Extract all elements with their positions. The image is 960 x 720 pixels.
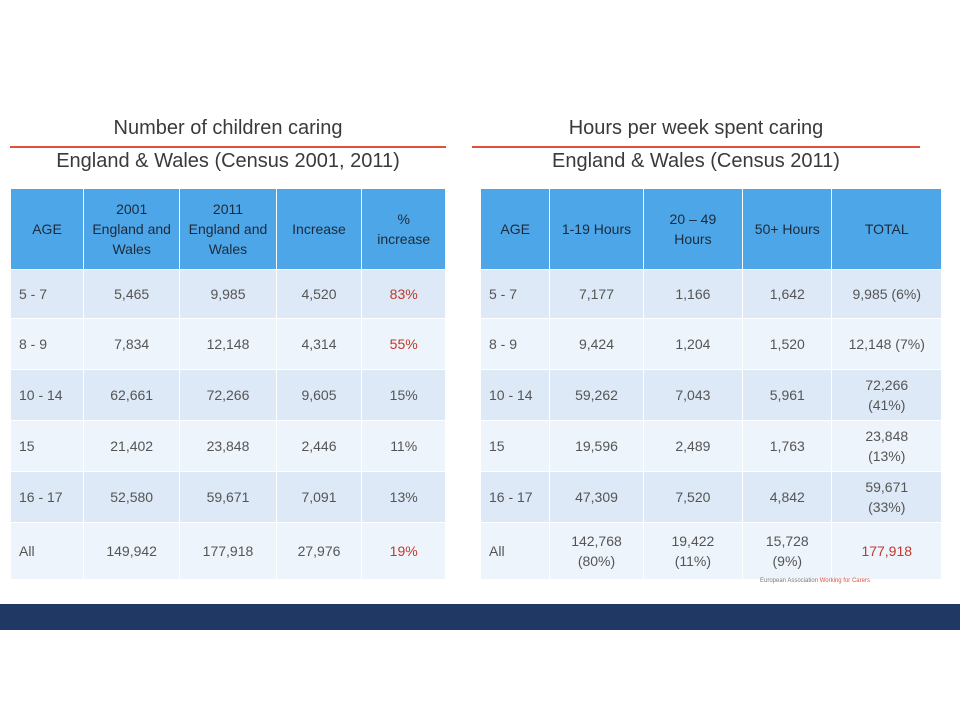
value-cell: 7,520 bbox=[642, 471, 744, 523]
value-cell: 21,402 bbox=[83, 420, 181, 472]
value-cell: 7,177 bbox=[549, 269, 644, 319]
table-row: 15 19,596 2,489 1,763 23,848 (13%) bbox=[479, 420, 942, 472]
value-cell: 23,848 (13%) bbox=[831, 420, 942, 472]
value-cell: 4,842 bbox=[742, 471, 833, 523]
left-title-line2: England & Wales (Census 2001, 2011) bbox=[56, 150, 400, 172]
column-header: 20 – 49 Hours bbox=[642, 188, 744, 270]
value-cell: 19,422 (11%) bbox=[642, 522, 744, 580]
age-cell: 16 - 17 bbox=[479, 471, 551, 523]
age-cell: 8 - 9 bbox=[479, 318, 551, 370]
value-cell: 15,728 (9%) bbox=[742, 522, 833, 580]
value-cell: 177,918 bbox=[179, 522, 277, 580]
age-cell: 5 - 7 bbox=[9, 269, 85, 319]
age-cell: 10 - 14 bbox=[479, 369, 551, 421]
value-cell: 2,489 bbox=[642, 420, 744, 472]
hours-caring-table: AGE 1-19 Hours 20 – 49 Hours 50+ Hours TOTAL … bbox=[479, 188, 942, 580]
value-cell: 55% bbox=[361, 318, 446, 370]
value-cell: 5,961 bbox=[742, 369, 833, 421]
value-cell: 4,520 bbox=[275, 269, 363, 319]
value-cell: 1,520 bbox=[742, 318, 833, 370]
value-cell: 62,661 bbox=[83, 369, 181, 421]
value-cell: 149,942 bbox=[83, 522, 181, 580]
value-cell: 52,580 bbox=[83, 471, 181, 523]
table-row: 5 - 7 7,177 1,166 1,642 9,985 (6%) bbox=[479, 269, 942, 319]
table-row: 16 - 17 52,580 59,671 7,091 13% bbox=[9, 471, 446, 523]
logo-text: European Association bbox=[760, 578, 819, 584]
column-header: AGE bbox=[9, 188, 85, 270]
left-title-line1: Number of children caring bbox=[113, 117, 343, 139]
value-cell: 9,985 bbox=[179, 269, 277, 319]
value-cell: 4,314 bbox=[275, 318, 363, 370]
value-cell: 5,465 bbox=[83, 269, 181, 319]
right-title-line2: England & Wales (Census 2011) bbox=[552, 150, 840, 172]
value-cell: 7,834 bbox=[83, 318, 181, 370]
value-cell: 9,424 bbox=[549, 318, 644, 370]
right-title: Hours per week spent caring England & Wa… bbox=[472, 112, 920, 178]
value-cell: 59,262 bbox=[549, 369, 644, 421]
value-cell: 7,091 bbox=[275, 471, 363, 523]
value-cell: 1,204 bbox=[642, 318, 744, 370]
value-cell: 2,446 bbox=[275, 420, 363, 472]
table-row: All 142,768 (80%) 19,422 (11%) 15,728 (9%) 177,… bbox=[479, 522, 942, 580]
left-title-rule bbox=[10, 146, 446, 148]
value-cell: 1,763 bbox=[742, 420, 833, 472]
right-title-line1: Hours per week spent caring bbox=[568, 117, 824, 139]
table-row: 8 - 9 9,424 1,204 1,520 12,148 (7%) bbox=[479, 318, 942, 370]
value-cell: 72,266 (41%) bbox=[831, 369, 942, 421]
column-header: TOTAL bbox=[831, 188, 942, 270]
value-cell: 27,976 bbox=[275, 522, 363, 580]
table-row: 15 21,402 23,848 2,446 11% bbox=[9, 420, 446, 472]
table-header-row: AGE 1-19 Hours 20 – 49 Hours 50+ Hours TOTAL bbox=[479, 188, 942, 270]
column-header: 50+ Hours bbox=[742, 188, 833, 270]
children-caring-table: AGE 2001 England and Wales 2011 England and Wa… bbox=[9, 188, 446, 580]
column-header: 1-19 Hours bbox=[549, 188, 644, 270]
table-row: 10 - 14 62,661 72,266 9,605 15% bbox=[9, 369, 446, 421]
table-row: All 149,942 177,918 27,976 19% bbox=[9, 522, 446, 580]
value-cell: 13% bbox=[361, 471, 446, 523]
value-cell: 59,671 (33%) bbox=[831, 471, 942, 523]
age-cell: 15 bbox=[9, 420, 85, 472]
value-cell: 142,768 (80%) bbox=[549, 522, 644, 580]
age-cell: All bbox=[9, 522, 85, 580]
footer-bar bbox=[0, 604, 960, 630]
value-cell: 19% bbox=[361, 522, 446, 580]
value-cell: 12,148 (7%) bbox=[831, 318, 942, 370]
value-cell: 9,985 (6%) bbox=[831, 269, 942, 319]
value-cell: 7,043 bbox=[642, 369, 744, 421]
age-cell: 10 - 14 bbox=[9, 369, 85, 421]
age-cell: 15 bbox=[479, 420, 551, 472]
value-cell: 15% bbox=[361, 369, 446, 421]
value-cell: 72,266 bbox=[179, 369, 277, 421]
value-cell: 19,596 bbox=[549, 420, 644, 472]
table-row: 8 - 9 7,834 12,148 4,314 55% bbox=[9, 318, 446, 370]
value-cell: 59,671 bbox=[179, 471, 277, 523]
table-row: 5 - 7 5,465 9,985 4,520 83% bbox=[9, 269, 446, 319]
age-cell: 16 - 17 bbox=[9, 471, 85, 523]
value-cell: 1,166 bbox=[642, 269, 744, 319]
column-header: AGE bbox=[479, 188, 551, 270]
organization-logo: European Association Working for Carers bbox=[760, 578, 870, 584]
age-cell: 8 - 9 bbox=[9, 318, 85, 370]
value-cell: 47,309 bbox=[549, 471, 644, 523]
column-header: Increase bbox=[275, 188, 363, 270]
value-cell: 23,848 bbox=[179, 420, 277, 472]
age-cell: 5 - 7 bbox=[479, 269, 551, 319]
value-cell: 12,148 bbox=[179, 318, 277, 370]
column-header: 2001 England and Wales bbox=[83, 188, 181, 270]
table-row: 10 - 14 59,262 7,043 5,961 72,266 (41%) bbox=[479, 369, 942, 421]
right-title-rule bbox=[472, 146, 920, 148]
value-cell: 83% bbox=[361, 269, 446, 319]
value-cell: 1,642 bbox=[742, 269, 833, 319]
value-cell: 9,605 bbox=[275, 369, 363, 421]
table-header-row: AGE 2001 England and Wales 2011 England and Wa… bbox=[9, 188, 446, 270]
age-cell: All bbox=[479, 522, 551, 580]
left-title: Number of children caring England & Wale… bbox=[10, 112, 446, 178]
table-row: 16 - 17 47,309 7,520 4,842 59,671 (33%) bbox=[479, 471, 942, 523]
column-header: 2011 England and Wales bbox=[179, 188, 277, 270]
value-cell: 177,918 bbox=[831, 522, 942, 580]
column-header: % increase bbox=[361, 188, 446, 270]
value-cell: 11% bbox=[361, 420, 446, 472]
logo-accent-text: Working for Carers bbox=[819, 578, 870, 584]
